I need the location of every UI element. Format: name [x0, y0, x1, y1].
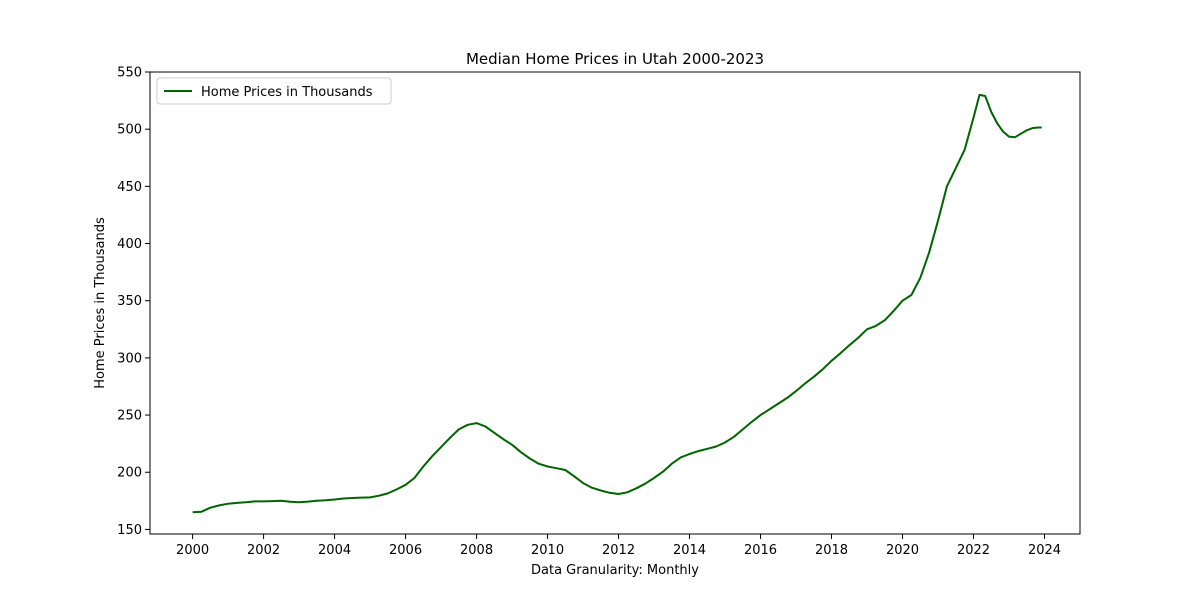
y-tick-label: 550 [117, 66, 142, 81]
y-axis-label: Home Prices in Thousands [93, 217, 108, 389]
x-tick-label: 2004 [318, 543, 351, 558]
y-tick-label: 350 [117, 294, 142, 309]
x-tick-label: 2022 [957, 543, 990, 558]
y-tick-label: 150 [117, 523, 142, 538]
y-tick-label: 400 [117, 237, 142, 252]
x-axis-ticks: 2000 2002 2004 2006 2008 2010 2012 2014 2016 2018… [176, 534, 1061, 558]
y-axis-ticks: 150 200 250 300 350 400 450 500 550 [117, 66, 150, 538]
x-tick-label: 2020 [886, 543, 919, 558]
x-tick-label: 2000 [176, 543, 209, 558]
x-tick-label: 2024 [1028, 543, 1061, 558]
y-tick-label: 250 [117, 409, 142, 424]
x-tick-label: 2010 [531, 543, 564, 558]
x-tick-label: 2002 [247, 543, 280, 558]
legend-entry: Home Prices in Thousands [201, 85, 373, 100]
legend: Home Prices in Thousands [156, 77, 392, 105]
x-tick-label: 2016 [744, 543, 777, 558]
plot-frame [149, 71, 1081, 535]
y-tick-label: 200 [117, 466, 142, 481]
legend-box [156, 77, 392, 105]
x-tick-label: 2012 [602, 543, 635, 558]
y-tick-label: 300 [117, 351, 142, 366]
x-tick-label: 2018 [815, 543, 848, 558]
y-tick-label: 450 [117, 180, 142, 195]
series-layer [192, 93, 1042, 514]
x-tick-label: 2014 [673, 543, 706, 558]
x-axis-label: Data Granularity: Monthly [531, 563, 699, 578]
y-tick-label: 500 [117, 123, 142, 138]
x-tick-label: 2006 [389, 543, 422, 558]
series-line [192, 93, 1042, 514]
chart-title: Median Home Prices in Utah 2000-2023 [466, 50, 764, 68]
x-tick-label: 2008 [460, 543, 493, 558]
